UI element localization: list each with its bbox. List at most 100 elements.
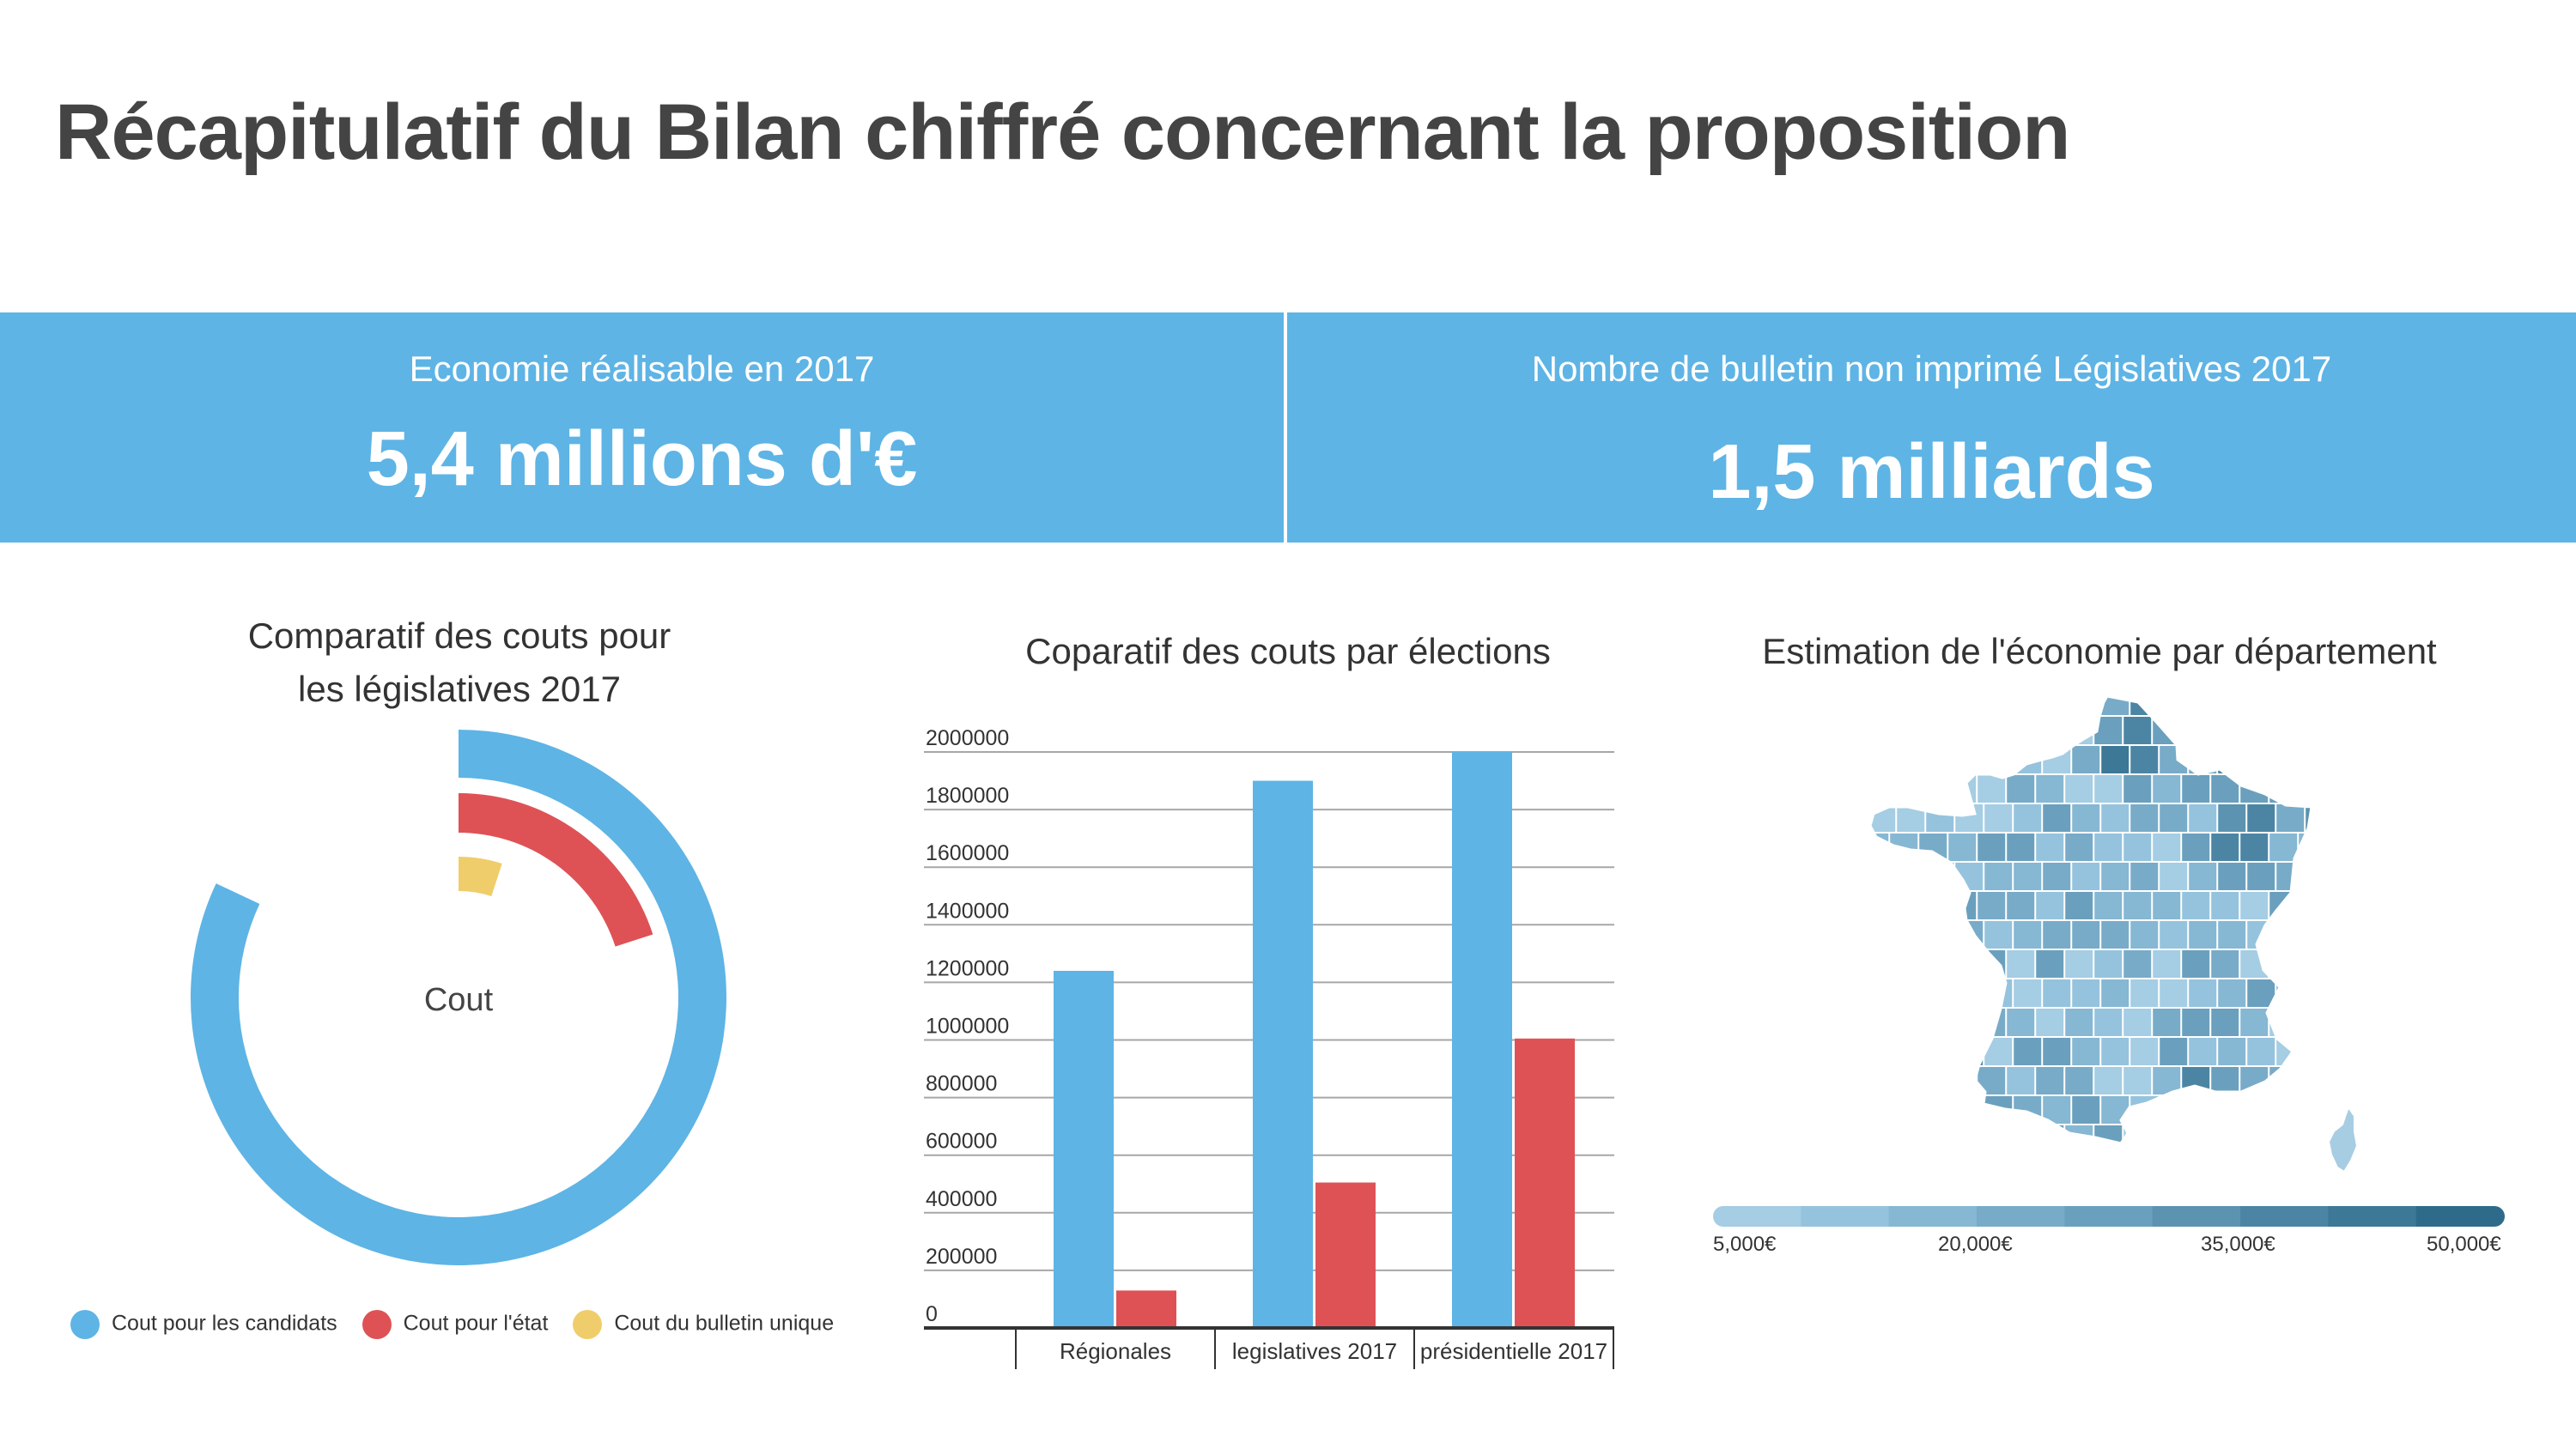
department-cell (2187, 1036, 2221, 1069)
department-cell (2268, 949, 2301, 981)
department-cell (1870, 744, 1899, 777)
legend-item-bulletin: Cout du bulletin unique (573, 1310, 834, 1339)
kpi-savings-value: 5,4 millions d'€ (366, 416, 918, 502)
department-cell (2304, 919, 2312, 952)
department-cell (1924, 803, 1958, 835)
department-cell (1953, 803, 1987, 835)
department-cell (2005, 715, 2038, 748)
department-cell (1976, 890, 2009, 923)
department-cell (2187, 1094, 2221, 1127)
department-cell (1895, 978, 1929, 1010)
legend-dot (70, 1310, 100, 1339)
department-cell (1947, 773, 1980, 806)
department-cell (2216, 744, 2250, 777)
department-cell (2297, 773, 2312, 806)
department-cell (2005, 1124, 2038, 1143)
scale-segment (2064, 1206, 2154, 1227)
bar-blue-3 (1452, 752, 1512, 1326)
department-cell (2034, 832, 2068, 864)
department-cell (1953, 861, 1987, 894)
y-tick-label: 2000000 (926, 726, 1009, 750)
department-cell (2180, 1007, 2214, 1040)
department-cell (2151, 890, 2184, 923)
x-category-label: Régionales (1060, 1338, 1171, 1364)
kpi-savings-label: Economie réalisable en 2017 (409, 349, 875, 389)
department-cell (1983, 861, 2016, 894)
department-cell (1947, 715, 1980, 748)
x-category-label: présidentielle 2017 (1420, 1338, 1607, 1364)
kpi-divider (1284, 312, 1287, 543)
department-cell (2245, 978, 2279, 1010)
department-cell (1924, 978, 1958, 1010)
department-cell (2180, 949, 2214, 981)
department-cell (2268, 1007, 2301, 1040)
department-cell (2041, 744, 2075, 777)
kpi-ballots-panel: Nombre de bulletin non imprimé Législati… (1287, 312, 2576, 543)
department-cell (2070, 978, 2104, 1010)
department-cell (2099, 1094, 2133, 1127)
department-cell (2245, 803, 2279, 835)
department-cell (2093, 949, 2126, 981)
department-cell (1976, 1007, 2009, 1040)
legend-label: Cout du bulletin unique (614, 1311, 835, 1336)
department-cell (2070, 919, 2104, 952)
department-cell (2041, 861, 2075, 894)
department-cell (1870, 1007, 1893, 1040)
department-cell (1917, 1007, 1951, 1040)
department-cell (1870, 978, 1899, 1010)
bar-red-3 (1515, 1038, 1575, 1326)
legend-dot (573, 1310, 603, 1339)
department-cell (2034, 1065, 2068, 1098)
scale-segment (2240, 1206, 2330, 1227)
department-cell (1976, 715, 2009, 748)
bar-blue-1 (1054, 970, 1114, 1326)
scale-label-min: 5,000€ (1713, 1233, 1777, 1256)
department-cell (2209, 1007, 2243, 1040)
department-cell (2158, 1094, 2191, 1127)
department-cell (1924, 1094, 1958, 1127)
department-cell (2034, 1007, 2068, 1040)
department-cell (2063, 1065, 2097, 1098)
department-cell (2122, 1124, 2155, 1143)
department-cell (2151, 1065, 2184, 1098)
department-cell (2304, 696, 2312, 718)
x-category-label: legislatives 2017 (1232, 1338, 1397, 1364)
department-cell (2209, 949, 2243, 981)
department-cell (2041, 1036, 2075, 1069)
department-cell (2122, 715, 2155, 748)
department-cell (2239, 890, 2272, 923)
department-cell (2005, 949, 2038, 981)
department-cell (2099, 919, 2133, 952)
department-cell (2275, 861, 2308, 894)
department-cell (2122, 1065, 2155, 1098)
department-cell (2297, 715, 2312, 748)
department-cell (2268, 1065, 2301, 1098)
department-cell (2151, 949, 2184, 981)
department-cell (2005, 832, 2038, 864)
department-cell (2216, 919, 2250, 952)
department-cell (2041, 696, 2075, 718)
department-cell (1888, 1007, 1922, 1040)
department-cell (1870, 715, 1893, 748)
map-chart-title: Estimation de l'économie par département (1762, 631, 2437, 671)
y-tick-label: 1000000 (926, 1015, 1009, 1039)
department-cell (2099, 803, 2133, 835)
department-cell (2216, 803, 2250, 835)
department-cell (2034, 1124, 2068, 1143)
department-cell (2216, 696, 2250, 718)
department-cell (1924, 744, 1958, 777)
department-cell (1953, 919, 1987, 952)
department-cell (1924, 696, 1958, 718)
scale-segment (1713, 1206, 1802, 1227)
legend-label: Cout pour l'état (403, 1311, 549, 1336)
y-tick-label: 600000 (926, 1130, 997, 1154)
department-cell (2012, 861, 2045, 894)
page-title: Récapitulatif du Bilan chiffré concernan… (55, 88, 2070, 176)
department-cell (2297, 949, 2312, 981)
department-cell (2129, 1036, 2162, 1069)
department-cell (2122, 773, 2155, 806)
department-cell (1888, 1124, 1922, 1143)
department-cell (2012, 803, 2045, 835)
department-cell (2129, 978, 2162, 1010)
